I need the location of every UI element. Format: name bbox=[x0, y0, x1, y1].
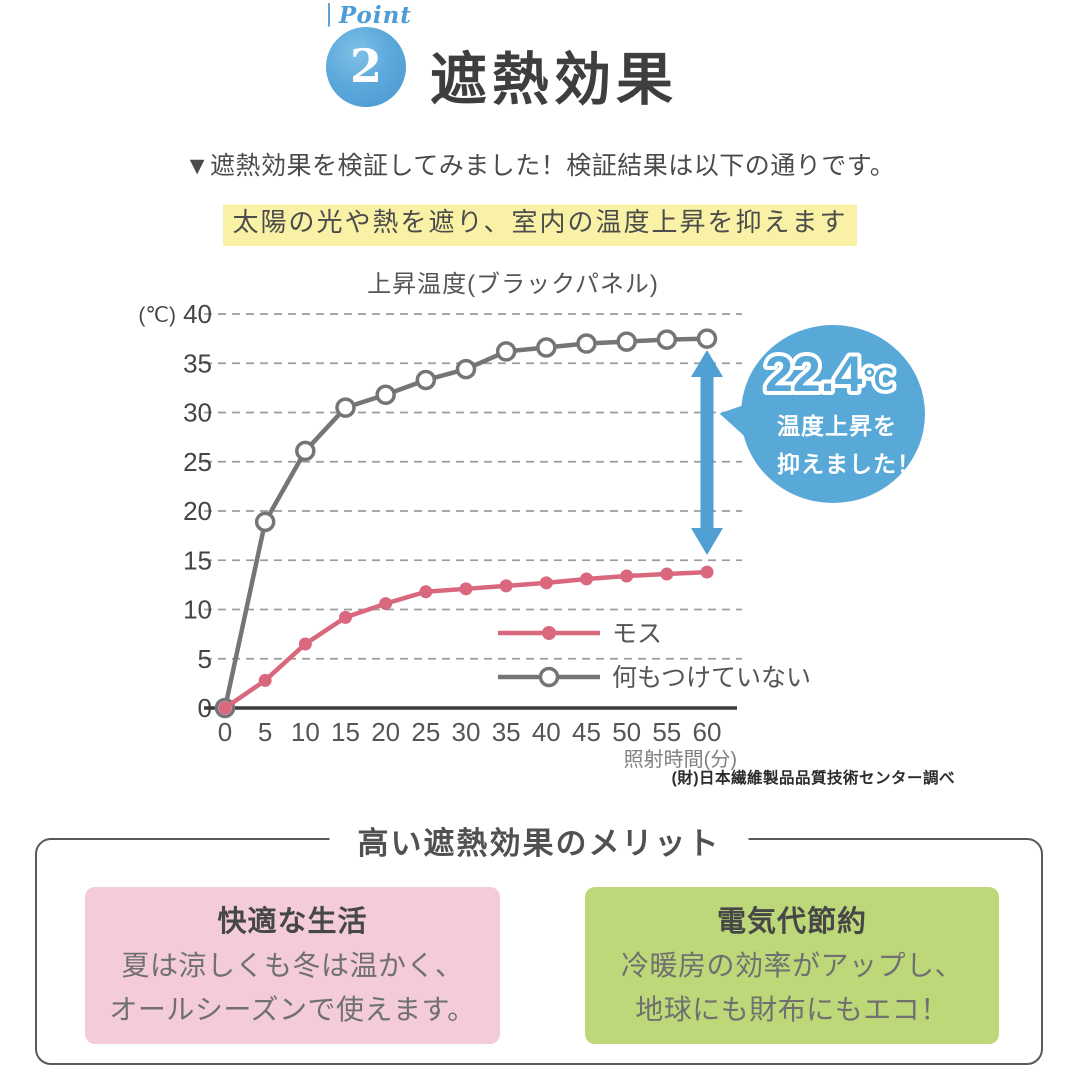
data-point bbox=[536, 337, 557, 358]
annotation-bubble: 22.4℃ 温度上昇を 抑えました！ bbox=[717, 325, 925, 503]
merit-section: 高い遮熱効果のメリット 快適な生活 夏は涼しくも冬は温かく、 オールシーズンで使… bbox=[35, 818, 1043, 1065]
y-tick-label: 25 bbox=[183, 447, 212, 477]
delta-value-graphic: 22.4℃ bbox=[761, 345, 898, 405]
merit-card-body-line2: 地球にも財布にもエコ！ bbox=[635, 994, 949, 1025]
intro-text: ▼遮熱効果を検証してみました！検証結果は以下の通りです。 bbox=[184, 152, 896, 180]
x-tick-label: 15 bbox=[331, 717, 360, 747]
data-point bbox=[415, 369, 437, 391]
data-point bbox=[696, 328, 718, 349]
y-unit-label: (℃) bbox=[138, 304, 176, 327]
data-point bbox=[258, 673, 272, 687]
y-tick-label: 35 bbox=[183, 348, 212, 378]
x-tick-label: 50 bbox=[612, 717, 641, 747]
bubble-caption: 温度上昇を 抑えました！ bbox=[777, 407, 921, 483]
y-tick-label: 30 bbox=[183, 398, 212, 428]
decorative-bar-left: | bbox=[325, 1, 334, 27]
data-point bbox=[660, 567, 674, 581]
merit-card-body-line1: 冷暖房の効率がアップし、 bbox=[620, 950, 963, 981]
x-tick-label: 5 bbox=[258, 717, 272, 747]
point-number-badge: 2 bbox=[326, 27, 406, 107]
x-tick-label: 25 bbox=[411, 717, 440, 747]
data-point bbox=[295, 440, 316, 462]
bubble-caption-line2: 抑えました！ bbox=[777, 451, 921, 477]
merit-card-heading: 電気代節約 bbox=[716, 906, 867, 938]
data-point bbox=[495, 341, 517, 362]
data-source: (財)日本繊維製品品質技術センター調べ bbox=[671, 770, 955, 787]
data-point bbox=[616, 331, 637, 352]
merit-card-body: 夏は涼しくも冬は温かく、 オールシーズンで使えます。 bbox=[109, 944, 475, 1032]
data-point bbox=[459, 582, 473, 596]
legend-marker bbox=[542, 626, 556, 640]
x-tick-label: 0 bbox=[218, 717, 232, 747]
x-tick-label: 55 bbox=[652, 717, 681, 747]
merit-section-title: 高い遮熱効果のメリット bbox=[329, 818, 749, 863]
merit-card-comfort: 快適な生活 夏は涼しくも冬は温かく、 オールシーズンで使えます。 bbox=[85, 887, 500, 1044]
data-point bbox=[656, 329, 678, 350]
x-tick-label: 45 bbox=[572, 717, 601, 747]
data-point bbox=[579, 572, 593, 586]
data-point bbox=[254, 511, 276, 533]
x-tick-label: 10 bbox=[291, 717, 320, 747]
x-tick-label: 20 bbox=[371, 717, 400, 747]
y-tick-label: 15 bbox=[183, 545, 212, 575]
data-point bbox=[298, 637, 312, 651]
highlight-text-row: 太陽の光や熱を遮り、室内の温度上昇を抑えます bbox=[0, 199, 1080, 246]
data-point bbox=[499, 579, 513, 593]
merit-card-energy: 電気代節約 冷暖房の効率がアップし、 地球にも財布にもエコ！ bbox=[585, 887, 999, 1044]
point-label-text: Point bbox=[338, 2, 412, 29]
y-tick-label: 5 bbox=[198, 644, 212, 674]
data-point bbox=[419, 585, 433, 599]
x-axis-label: 照射時間(分) bbox=[624, 748, 737, 771]
x-tick-label: 35 bbox=[492, 717, 521, 747]
data-point bbox=[375, 384, 396, 406]
data-point bbox=[335, 397, 356, 418]
data-point bbox=[620, 569, 634, 583]
bubble-tail bbox=[717, 399, 751, 439]
data-point bbox=[218, 701, 232, 715]
data-point bbox=[379, 597, 393, 611]
data-point bbox=[539, 576, 553, 590]
bubble-caption-line1: 温度上昇を bbox=[777, 413, 897, 439]
data-point bbox=[338, 610, 352, 624]
x-tick-label: 40 bbox=[532, 717, 561, 747]
y-tick-label: 20 bbox=[183, 496, 212, 526]
delta-value: 22.4 bbox=[765, 346, 863, 402]
merit-card-body-line1: 夏は涼しくも冬は温かく、 bbox=[121, 950, 464, 981]
legend-label: 何もつけていない bbox=[612, 664, 811, 692]
merit-card-body-line2: オールシーズンで使えます。 bbox=[109, 994, 476, 1025]
point-number: 2 bbox=[349, 39, 382, 93]
svg-text:22.4℃: 22.4℃ bbox=[765, 346, 894, 402]
y-tick-label: 10 bbox=[183, 595, 212, 625]
data-point bbox=[455, 358, 477, 380]
x-tick-label: 30 bbox=[452, 717, 481, 747]
delta-unit: ℃ bbox=[862, 364, 893, 395]
legend-marker bbox=[538, 666, 560, 688]
x-tick-label: 60 bbox=[693, 717, 722, 747]
y-tick-label: 40 bbox=[183, 299, 212, 329]
highlight-text: 太陽の光や熱を遮り、室内の温度上昇を抑えます bbox=[222, 199, 858, 246]
data-point bbox=[700, 565, 714, 579]
merit-card-heading: 快適な生活 bbox=[217, 906, 368, 938]
chart-title: 上昇温度(ブラックパネル) bbox=[367, 271, 659, 298]
legend-label: モス bbox=[612, 620, 662, 648]
data-point bbox=[576, 333, 597, 354]
page-title: 遮熱効果 bbox=[430, 48, 678, 112]
merit-card-body: 冷暖房の効率がアップし、 地球にも財布にもエコ！ bbox=[621, 944, 963, 1032]
difference-arrow bbox=[691, 350, 723, 555]
